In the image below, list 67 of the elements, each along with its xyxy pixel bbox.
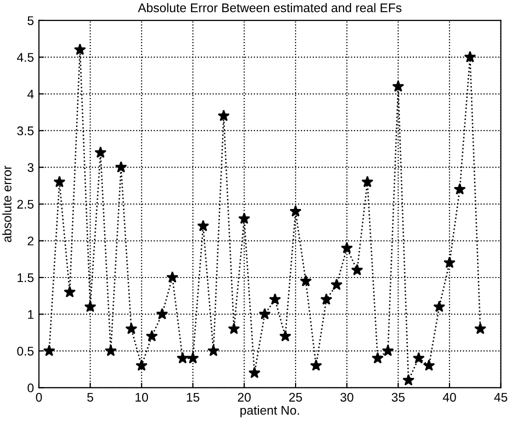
point — [340, 242, 353, 254]
y-axis-title: absolute error — [2, 166, 12, 242]
x-tick-label: 5 — [87, 392, 94, 402]
point — [74, 44, 86, 56]
x-tick-label: 20 — [238, 392, 251, 402]
point — [207, 344, 220, 356]
point — [238, 212, 250, 224]
x-tick-label: 35 — [392, 392, 405, 402]
y-tick-label: 2 — [28, 236, 34, 246]
point — [433, 300, 446, 312]
point — [361, 176, 374, 188]
point — [474, 322, 486, 334]
point — [372, 352, 384, 364]
x-tick-label: 45 — [494, 392, 508, 402]
point — [392, 80, 404, 92]
point — [136, 359, 148, 371]
point — [310, 359, 322, 371]
point — [218, 110, 230, 122]
point — [258, 308, 271, 320]
x-tick-label: 25 — [289, 392, 302, 402]
y-tick-label: 3 — [28, 163, 34, 172]
x-tick-label: 40 — [442, 392, 456, 402]
point — [146, 330, 158, 342]
point — [444, 256, 456, 268]
point — [53, 176, 66, 188]
y-tick-label: 1.5 — [18, 273, 34, 282]
point — [320, 293, 332, 305]
y-tick-label: 4.5 — [16, 53, 34, 62]
point — [269, 293, 281, 305]
point — [94, 146, 106, 158]
point — [330, 278, 343, 290]
x-tick-label: 0 — [36, 392, 42, 402]
y-tick-label: 0.5 — [17, 346, 34, 356]
y-tick-label: 3.5 — [17, 126, 34, 136]
point — [351, 264, 364, 276]
point — [166, 271, 178, 283]
point — [423, 359, 435, 371]
point — [412, 352, 425, 364]
point — [290, 205, 302, 217]
point — [186, 352, 199, 364]
point — [279, 330, 292, 342]
point — [43, 344, 56, 356]
point — [454, 183, 466, 195]
y-tick-label: 1 — [28, 310, 34, 319]
point — [300, 274, 312, 286]
point — [64, 286, 76, 298]
x-tick-label: 15 — [186, 392, 200, 402]
point — [84, 300, 96, 312]
x-tick-label: 30 — [340, 392, 354, 402]
chart-title: Absolute Error Between estimated and real EFs — [138, 3, 402, 12]
point — [382, 344, 394, 356]
point — [248, 366, 260, 378]
point — [156, 308, 168, 320]
point — [402, 374, 414, 386]
point — [228, 322, 240, 334]
point — [125, 322, 138, 334]
point — [197, 220, 210, 232]
y-tick-label: 2.5 — [17, 200, 34, 209]
point — [115, 161, 128, 173]
y-tick-label: 5 — [28, 16, 34, 26]
point — [176, 352, 189, 364]
x-tick-label: 10 — [136, 392, 148, 402]
point — [464, 50, 476, 62]
x-axis-title: patient No. — [240, 406, 299, 418]
y-tick-label: 4 — [27, 90, 34, 98]
point — [104, 344, 117, 356]
y-tick-label: 0 — [28, 383, 34, 392]
